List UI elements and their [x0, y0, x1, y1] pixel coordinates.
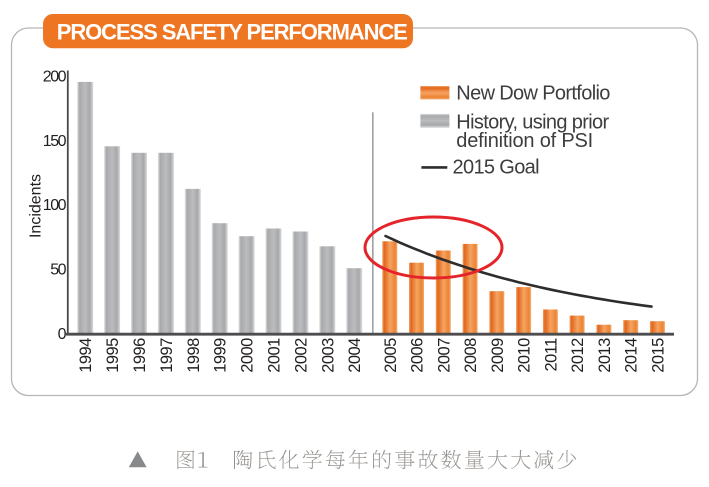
- svg-text:150: 150: [43, 133, 67, 150]
- svg-text:1997: 1997: [158, 338, 176, 373]
- svg-text:1998: 1998: [185, 338, 203, 373]
- svg-text:2006: 2006: [409, 338, 427, 373]
- svg-text:1995: 1995: [104, 338, 122, 373]
- svg-text:100: 100: [43, 197, 67, 214]
- svg-text:2009: 2009: [489, 338, 507, 373]
- svg-text:2000: 2000: [239, 338, 257, 373]
- svg-text:2004: 2004: [346, 338, 364, 373]
- svg-text:200: 200: [43, 69, 67, 86]
- svg-text:1999: 1999: [212, 338, 230, 373]
- svg-text:PROCESS SAFETY PERFORMANCE: PROCESS SAFETY PERFORMANCE: [57, 20, 407, 45]
- svg-text:2008: 2008: [462, 338, 480, 373]
- svg-text:2012: 2012: [569, 338, 587, 373]
- svg-text:2002: 2002: [292, 338, 310, 373]
- svg-text:Incidents: Incidents: [28, 174, 45, 238]
- svg-text:2010: 2010: [516, 338, 534, 373]
- svg-text:1996: 1996: [131, 338, 149, 373]
- svg-text:2005: 2005: [382, 338, 400, 373]
- svg-text:2011: 2011: [542, 338, 560, 372]
- svg-text:2015 Goal: 2015 Goal: [453, 157, 540, 179]
- svg-text:2007: 2007: [435, 338, 453, 373]
- svg-text:2001: 2001: [266, 338, 284, 373]
- svg-text:1994: 1994: [77, 338, 95, 373]
- svg-text:History, using prior: History, using prior: [456, 111, 609, 133]
- svg-text:2003: 2003: [319, 338, 337, 373]
- svg-text:50: 50: [50, 262, 66, 279]
- svg-text:2014: 2014: [623, 338, 641, 373]
- svg-text:2015: 2015: [649, 338, 667, 373]
- svg-text:definition of PSI: definition of PSI: [456, 130, 593, 152]
- svg-text:New Dow Portfolio: New Dow Portfolio: [456, 82, 610, 104]
- svg-text:0: 0: [58, 326, 67, 343]
- svg-text:2013: 2013: [596, 338, 614, 373]
